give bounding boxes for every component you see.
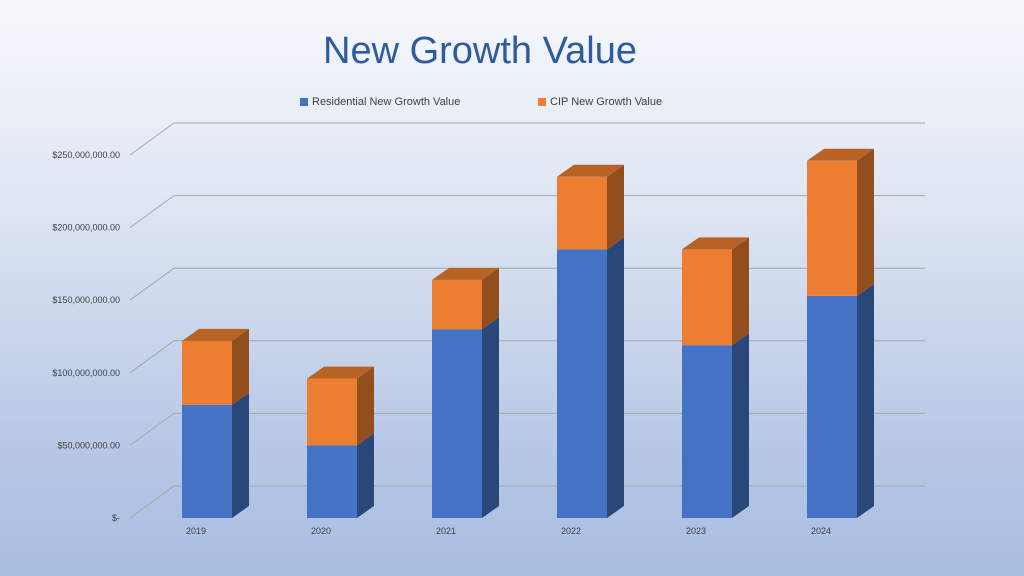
gridline-diag-3 (129, 267, 175, 301)
bar-2020-residential-side (357, 433, 374, 518)
bar-2021-cip (432, 279, 482, 330)
gridline-diag-5 (129, 122, 175, 156)
bar-2020-cip-side (357, 366, 374, 446)
x-tick-label-2022: 2022 (561, 526, 581, 536)
bar-2019-cip-top (182, 328, 249, 341)
legend-swatch-residential (300, 98, 308, 106)
legend-label-cip: CIP New Growth Value (550, 96, 663, 108)
y-tick-label-0: $- (112, 513, 120, 523)
bar-2023-residential-side (732, 333, 749, 518)
bar-2019-residential-side (232, 392, 249, 518)
bars-layer (182, 148, 874, 518)
bar-2021-residential (432, 329, 482, 518)
x-tick-label-2023: 2023 (686, 526, 706, 536)
chart-legend: Residential New Growth Value CIP New Gro… (300, 96, 720, 112)
gridline-diag-1 (129, 412, 175, 446)
bar-2024-cip-top (807, 148, 874, 161)
bar-2024-cip (807, 160, 857, 296)
bar-2021-residential-side (482, 317, 499, 518)
legend-item-cip: CIP New Growth Value (538, 96, 662, 108)
y-axis-ticks: $- $50,000,000.00 $100,000,000.00 $150,000,… (52, 150, 120, 523)
bar-2020-residential (307, 445, 357, 518)
bar-2024-cip-side (857, 148, 874, 296)
gridline-diag-4 (129, 195, 175, 229)
gridline-diag-0 (129, 485, 175, 519)
gridline-diag-2 (129, 340, 175, 374)
bar-2021-cip-top (432, 267, 499, 280)
x-tick-label-2020: 2020 (311, 526, 331, 536)
bar-2023-cip-side (732, 237, 749, 346)
legend-label-residential: Residential New Growth Value (312, 96, 461, 108)
bar-2024-residential (807, 295, 857, 518)
bar-2022-cip-side (607, 164, 624, 250)
y-tick-label-1: $50,000,000.00 (57, 440, 120, 450)
bar-2020-cip (307, 378, 357, 446)
legend-item-residential: Residential New Growth Value (300, 96, 460, 108)
y-tick-label-5: $250,000,000.00 (52, 150, 120, 160)
bar-2019-cip-side (232, 328, 249, 405)
grid-layer (129, 122, 925, 519)
bar-2022-residential (557, 249, 607, 518)
bar-2023-cip-top (682, 237, 749, 250)
bar-2023-residential (682, 345, 732, 518)
bar-2020-cip-top (307, 366, 374, 379)
bar-2022-residential-side (607, 237, 624, 518)
x-axis-ticks: 2019 2020 2021 2022 2023 2024 (186, 526, 831, 536)
y-tick-label-4: $200,000,000.00 (52, 223, 120, 233)
bar-2022-cip-top (557, 164, 624, 177)
x-tick-label-2024: 2024 (811, 526, 831, 536)
y-tick-label-3: $150,000,000.00 (52, 295, 120, 305)
bar-2019-residential (182, 404, 232, 518)
x-tick-label-2021: 2021 (436, 526, 456, 536)
bar-2024-residential-side (857, 283, 874, 518)
x-tick-label-2019: 2019 (186, 526, 206, 536)
bar-2019-cip (182, 340, 232, 405)
bar-2022-cip (557, 176, 607, 250)
legend-swatch-cip (538, 98, 546, 106)
chart-title: New Growth Value (323, 30, 637, 72)
y-tick-label-2: $100,000,000.00 (52, 368, 120, 378)
bar-2021-cip-side (482, 267, 499, 330)
bar-2023-cip (682, 249, 732, 346)
